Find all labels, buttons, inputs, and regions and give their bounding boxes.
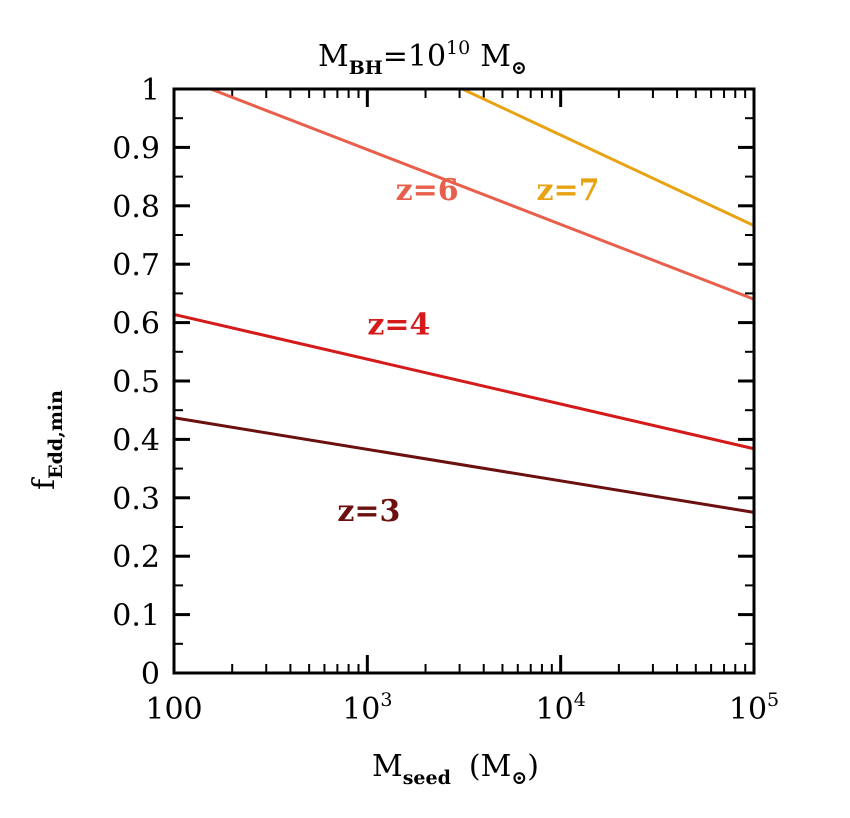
x-tick-label: 100: [145, 692, 202, 727]
y-tick-label: 0.4: [112, 423, 160, 458]
series-line-z=3: [173, 416, 755, 514]
x-tick-label: 103: [342, 689, 392, 727]
y-tick-label: 0: [141, 657, 160, 692]
series-label-z=4: z=4: [367, 307, 430, 342]
y-tick-label: 0.9: [112, 131, 160, 166]
series-line-z=4: [173, 312, 755, 451]
y-tick-label: 1: [141, 73, 160, 108]
series-label-z=6: z=6: [396, 173, 459, 208]
y-tick-label: 0.5: [112, 365, 160, 400]
y-tick-label: 0.3: [112, 482, 160, 517]
x-tick-label: 104: [536, 689, 586, 727]
series-lines: [173, 87, 755, 514]
series-line-z=7: [461, 87, 755, 228]
y-tick-label: 0.6: [112, 307, 160, 342]
series-line-z=6: [210, 87, 755, 301]
series-labels: z=3 z=4 z=6 z=7: [337, 173, 599, 529]
plot-frame: [172, 87, 756, 675]
y-tick-label: 0.2: [112, 540, 160, 575]
axis-ticks: [172, 87, 756, 675]
chart-title: MBH=1010 M⊙: [318, 37, 527, 79]
y-tick-label: 0.1: [112, 599, 160, 634]
tick-labels: 0 0.1 0.2 0.3 0.4 0.5 0.6 0.7 0.8 0.9 1 100 103 104 10…: [112, 73, 779, 727]
y-tick-label: 0.8: [112, 190, 160, 225]
x-axis-label: Mseed (M⊙): [372, 749, 539, 789]
series-label-z=7: z=7: [537, 173, 600, 208]
y-axis-label: fEdd,min: [27, 390, 67, 490]
series-label-z=3: z=3: [337, 494, 400, 529]
x-tick-label: 105: [729, 689, 779, 727]
y-tick-label: 0.7: [112, 248, 160, 283]
